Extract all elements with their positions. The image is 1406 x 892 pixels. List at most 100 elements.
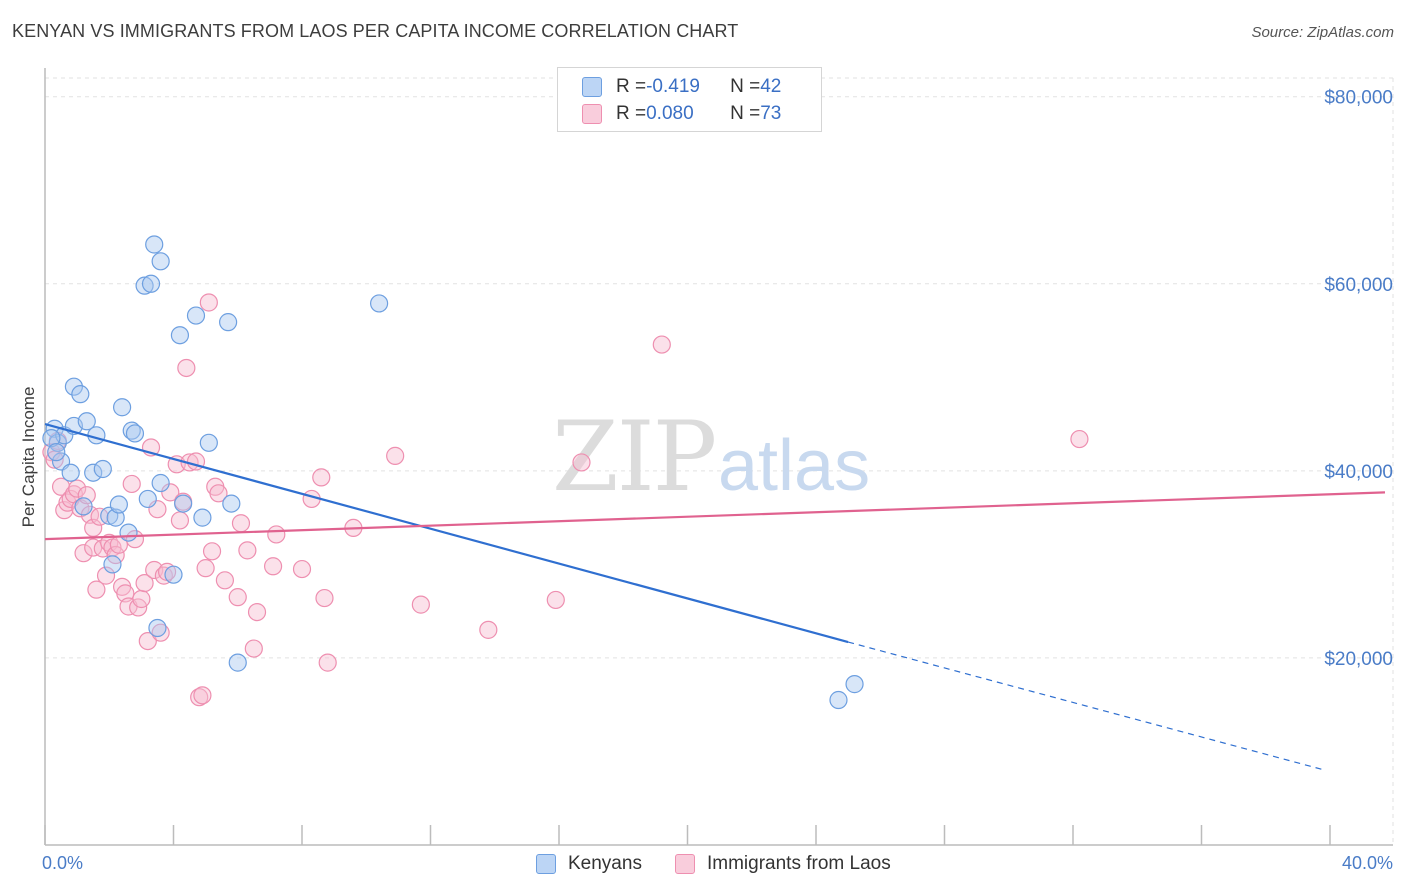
laos-point — [215, 571, 234, 590]
laos-point — [161, 483, 180, 502]
kenyans-point — [151, 473, 170, 493]
kenyans-point — [228, 653, 247, 672]
laos-point — [318, 653, 337, 672]
kenyans-point — [138, 489, 157, 509]
laos-point — [315, 588, 334, 608]
laos-point — [231, 514, 251, 533]
laos-point — [196, 559, 215, 578]
kenyans-point — [109, 495, 128, 514]
legend-n-label: N = — [730, 103, 761, 124]
y-tick-label: $80,000 — [1324, 88, 1393, 109]
laos-point — [292, 559, 312, 579]
kenyans-point — [199, 433, 218, 452]
kenyans-point — [164, 565, 183, 584]
laos-point — [132, 589, 151, 609]
laos-trendline — [44, 491, 1386, 541]
kenyans-point — [219, 313, 238, 332]
legend-n-value: 42 — [760, 76, 782, 97]
tick-labels: $20,000 $40,000 $60,000 $80,000 0.0% 40.0% — [42, 88, 1393, 873]
kenyans-point — [47, 443, 66, 462]
kenyans-point — [135, 276, 154, 295]
kenyans-swatch — [536, 854, 556, 874]
kenyans-point — [61, 463, 80, 482]
legend-r-label: R = — [616, 76, 647, 97]
laos-point — [199, 293, 218, 312]
kenyans-point — [186, 306, 206, 325]
watermark-zip: ZIP — [552, 401, 715, 513]
kenyans-point — [193, 508, 212, 527]
source-label: Source: ZipAtlas.com — [1251, 24, 1394, 41]
y-tick-label: $20,000 — [1324, 649, 1393, 670]
legend-n-label: N = — [730, 76, 761, 97]
kenyans-point — [222, 494, 241, 513]
laos-point — [90, 507, 109, 526]
laos-point — [228, 588, 247, 607]
laos-point — [652, 335, 671, 354]
kenyans-point — [122, 421, 141, 440]
laos-point — [74, 544, 93, 563]
trendlines — [44, 423, 1386, 771]
legend-row-laos: R = 0.080 N = 73 — [582, 102, 781, 126]
laos-point — [96, 566, 116, 585]
kenyans-point — [829, 690, 848, 710]
laos-point — [386, 446, 405, 465]
kenyans-trendline — [44, 423, 849, 644]
kenyans-point — [74, 497, 93, 516]
kenyans-point — [125, 424, 145, 443]
laos-point — [190, 688, 209, 707]
kenyans-point — [42, 429, 61, 448]
laos-point — [267, 525, 286, 544]
kenyans-point — [845, 675, 864, 694]
kenyans-point — [71, 385, 90, 404]
kenyans-point — [148, 618, 167, 638]
chart-title: KENYAN VS IMMIGRANTS FROM LAOS PER CAPIT… — [12, 21, 739, 41]
laos-point — [572, 453, 591, 472]
bottom-legend-label: Immigrants from Laos — [707, 853, 891, 874]
laos-swatch — [675, 854, 695, 874]
laos-point — [411, 595, 430, 614]
laos-point — [170, 511, 190, 530]
watermark: ZIP atlas — [552, 401, 870, 513]
correlation-legend: R = -0.419 N = 42 R = 0.080 N = 73 — [557, 67, 822, 132]
laos-swatch — [582, 104, 602, 124]
kenyans-point — [64, 377, 84, 396]
legend-row-kenyans: R = -0.419 N = 42 — [582, 75, 781, 99]
kenyans-trendline-extension — [847, 641, 1326, 771]
kenyans-point — [174, 494, 193, 513]
laos-point — [71, 499, 90, 518]
laos-point — [193, 686, 212, 705]
laos-point — [479, 620, 498, 639]
laos-point — [263, 557, 283, 576]
legend-r-label: R = — [616, 103, 647, 124]
laos-point — [202, 542, 222, 561]
kenyans-point — [93, 459, 112, 479]
laos-point — [244, 639, 263, 658]
y-axis-label: Per Capita Income — [19, 387, 38, 528]
kenyans-point — [84, 463, 103, 482]
laos-point — [177, 358, 196, 378]
laos-point — [77, 486, 96, 505]
bottom-legend-laos: Immigrants from Laos — [675, 852, 891, 876]
kenyans-point — [77, 412, 96, 431]
laos-point — [312, 468, 331, 487]
x-tick-label: 40.0% — [1342, 853, 1393, 873]
legend-r-value: 0.080 — [646, 103, 694, 124]
kenyans-point — [151, 252, 170, 271]
watermark-atlas: atlas — [718, 426, 870, 506]
laos-point — [122, 474, 141, 494]
axes — [44, 68, 1393, 846]
kenyans-point — [103, 555, 122, 574]
legend-r-value: -0.419 — [646, 76, 700, 97]
bottom-legend-kenyans: Kenyans — [536, 852, 642, 876]
laos-point — [138, 631, 157, 651]
kenyans-point — [112, 398, 132, 417]
laos-point — [68, 479, 87, 498]
kenyans-point — [145, 235, 164, 254]
laos-point — [135, 573, 154, 593]
kenyans-point — [141, 274, 161, 293]
laos-point — [209, 484, 228, 503]
y-tick-label: $40,000 — [1324, 462, 1393, 483]
laos-point — [238, 541, 257, 560]
kenyans-point — [370, 294, 389, 313]
